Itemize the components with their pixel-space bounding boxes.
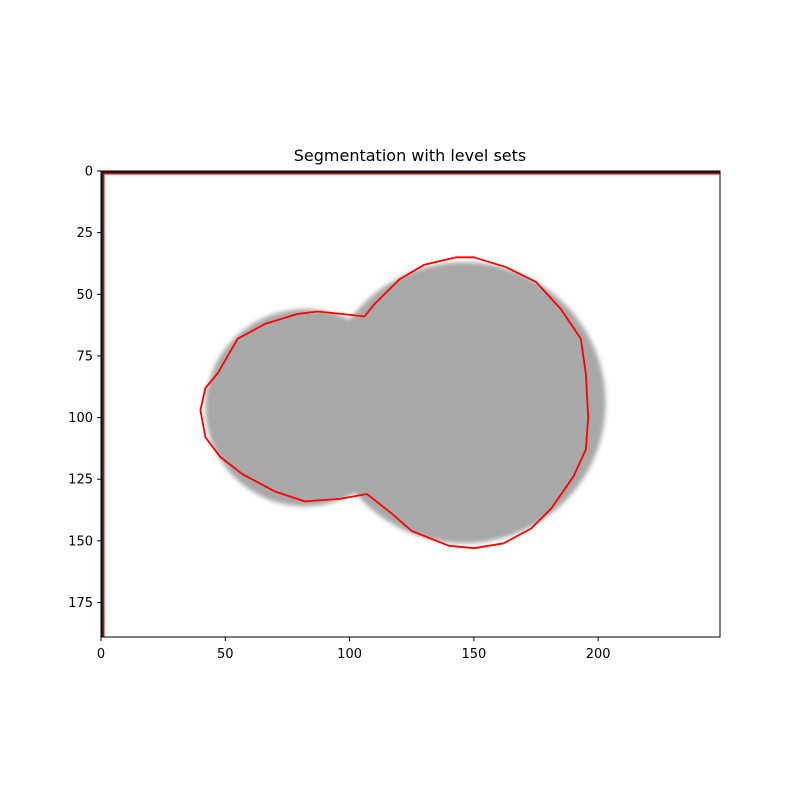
y-tick-label: 125 (68, 473, 93, 488)
blob-contour (199, 256, 590, 550)
y-tick-label: 75 (76, 349, 93, 364)
blob-disc-2 (322, 262, 606, 544)
y-tick-label: 100 (68, 411, 93, 426)
y-tick-label: 25 (76, 226, 93, 241)
axes-frame (100, 170, 721, 638)
contour-layer (101, 171, 720, 637)
x-tick-label: 100 (337, 647, 362, 662)
y-tick-label: 150 (68, 534, 93, 549)
border-dark-edge (101, 171, 720, 637)
x-tick-label: 200 (586, 647, 611, 662)
border-contour (102, 172, 720, 637)
chart-title: Segmentation with level sets (294, 146, 527, 165)
y-tick-label: 0 (85, 165, 93, 180)
ticks-layer: 0 50 100 150 200 0 25 50 75 100 125 150 175 (68, 165, 610, 663)
image-layer (101, 171, 720, 637)
x-tick-label: 0 (97, 647, 105, 662)
segmented-blob (205, 262, 606, 544)
y-tick-label: 50 (76, 288, 93, 303)
x-tick-label: 50 (217, 647, 234, 662)
y-tick-label: 175 (68, 596, 93, 611)
x-tick-label: 150 (461, 647, 486, 662)
